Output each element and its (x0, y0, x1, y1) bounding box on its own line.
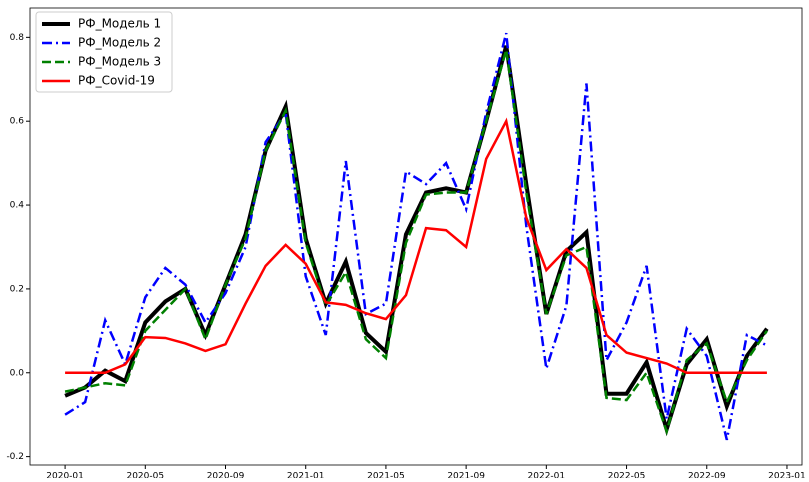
y-tick-label: -0.2 (6, 452, 24, 462)
x-tick-label: 2021-05 (367, 472, 405, 479)
y-tick-label: 0.6 (10, 117, 25, 127)
legend-label: РФ_Модель 3 (78, 55, 161, 69)
x-tick-label: 2022-05 (608, 472, 646, 479)
legend-label: РФ_Covid-19 (78, 74, 155, 88)
x-tick-label: 2022-09 (688, 472, 726, 479)
y-tick-label: 0.2 (10, 284, 24, 294)
x-tick-label: 2022-01 (528, 472, 566, 479)
y-tick-label: 0.8 (10, 33, 25, 43)
x-tick-label: 2021-01 (287, 472, 325, 479)
legend-label: РФ_Модель 2 (78, 36, 161, 50)
series-line (65, 117, 767, 375)
y-tick-label: 0.4 (10, 201, 25, 211)
x-tick-label: 2020-05 (126, 472, 164, 479)
x-tick-label: 2023-01 (768, 472, 806, 479)
x-tick-label: 2021-09 (447, 472, 485, 479)
plot-frame (29, 7, 803, 466)
series-line (64, 32, 768, 441)
legend-box (35, 11, 173, 93)
x-tick-label: 2020-01 (46, 472, 84, 479)
x-tick-label: 2020-09 (207, 472, 245, 479)
series-line (64, 49, 768, 436)
legend-label: РФ_Модель 1 (78, 17, 161, 31)
legend: РФ_Модель 1 РФ_Модель 2 РФ_Модель 3 РФ_Covi… (35, 11, 173, 93)
y-tick-label: 0.0 (10, 368, 25, 378)
